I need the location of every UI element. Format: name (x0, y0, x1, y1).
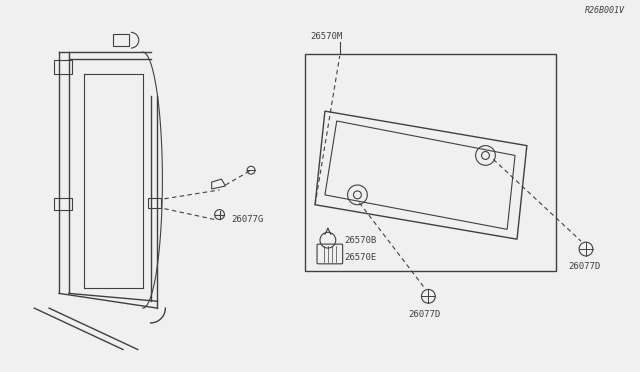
Bar (305, 54, 556, 271)
Bar (113, 34, 129, 46)
Text: R26B001V: R26B001V (586, 6, 625, 15)
Text: 26570M: 26570M (310, 32, 342, 41)
Text: 26077D: 26077D (568, 262, 600, 271)
Text: 26077G: 26077G (231, 215, 264, 224)
Text: 26077D: 26077D (409, 310, 441, 318)
Text: 26570B: 26570B (344, 236, 377, 245)
Bar (54, 198, 72, 210)
Text: 26570E: 26570E (344, 253, 377, 262)
Bar (54, 60, 72, 74)
Bar (148, 198, 161, 208)
